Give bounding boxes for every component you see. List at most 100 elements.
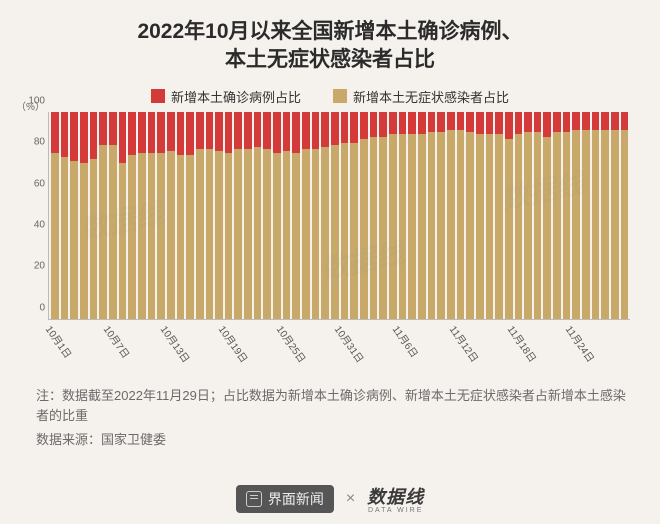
bar-segment-confirmed <box>302 112 310 149</box>
bar <box>621 112 629 319</box>
bar-segment-confirmed <box>138 112 146 153</box>
bar-segment-asymptomatic <box>543 137 551 319</box>
bar-segment-asymptomatic <box>408 134 416 318</box>
bar <box>263 112 271 319</box>
bar-segment-asymptomatic <box>119 163 127 318</box>
y-tick-label: 0 <box>19 302 45 313</box>
bar-segment-asymptomatic <box>572 130 580 318</box>
bar-segment-asymptomatic <box>167 151 175 319</box>
bar-segment-confirmed <box>99 112 107 145</box>
bar-segment-asymptomatic <box>138 153 146 319</box>
bar-segment-confirmed <box>399 112 407 135</box>
bar-segment-asymptomatic <box>447 130 455 318</box>
bar-segment-confirmed <box>534 112 542 133</box>
bar <box>283 112 291 319</box>
bar-segment-confirmed <box>167 112 175 151</box>
bar-segment-asymptomatic <box>61 157 69 318</box>
bar <box>476 112 484 319</box>
bar-segment-asymptomatic <box>476 134 484 318</box>
bar-segment-confirmed <box>283 112 291 151</box>
x-tick-label: 10月7日 <box>100 322 133 361</box>
bar-segment-confirmed <box>582 112 590 131</box>
bar-segment-confirmed <box>379 112 387 137</box>
bar <box>553 112 561 319</box>
bar-segment-confirmed <box>186 112 194 155</box>
x-tick-label: 11月18日 <box>505 322 541 365</box>
bar <box>321 112 329 319</box>
bar-segment-asymptomatic <box>186 155 194 319</box>
bar-segment-confirmed <box>515 112 523 135</box>
bar-segment-asymptomatic <box>51 153 59 319</box>
bar <box>408 112 416 319</box>
legend: 新增本土确诊病例占比 新增本土无症状感染者占比 <box>0 83 660 112</box>
bar-segment-confirmed <box>244 112 252 149</box>
bar-segment-asymptomatic <box>206 149 214 319</box>
bar <box>70 112 78 319</box>
bar-segment-confirmed <box>611 112 619 131</box>
bar-segment-confirmed <box>263 112 271 149</box>
bar-segment-confirmed <box>495 112 503 135</box>
bar <box>611 112 619 319</box>
bar-segment-asymptomatic <box>263 149 271 319</box>
bar-segment-asymptomatic <box>601 130 609 318</box>
bar <box>341 112 349 319</box>
bar-segment-asymptomatic <box>360 139 368 319</box>
bar-segment-asymptomatic <box>70 161 78 318</box>
bar <box>61 112 69 319</box>
bar-segment-asymptomatic <box>312 149 320 319</box>
bar <box>592 112 600 319</box>
bar <box>148 112 156 319</box>
bar-segment-confirmed <box>90 112 98 160</box>
brand-jiemian-icon <box>246 491 262 507</box>
bar-segment-asymptomatic <box>148 153 156 319</box>
bar <box>582 112 590 319</box>
bar-segment-confirmed <box>621 112 629 131</box>
legend-item-confirmed: 新增本土确诊病例占比 <box>151 87 301 106</box>
bar <box>543 112 551 319</box>
x-ticks: 10月1日10月7日10月13日10月19日10月25日10月31日11月6日1… <box>50 320 628 372</box>
bar-segment-confirmed <box>119 112 127 164</box>
bar-segment-asymptomatic <box>437 132 445 318</box>
bar-segment-asymptomatic <box>331 145 339 319</box>
bar <box>80 112 88 319</box>
chart-notes: 注：数据截至2022年11月29日；占比数据为新增本土确诊病例、新增本土无症状感… <box>0 372 660 450</box>
bar <box>370 112 378 319</box>
y-tick-label: 20 <box>19 261 45 272</box>
bar-segment-asymptomatic <box>534 132 542 318</box>
bar-segment-confirmed <box>457 112 465 131</box>
bar-segment-asymptomatic <box>196 149 204 319</box>
brand-jiemian-label: 界面新闻 <box>268 489 324 509</box>
bar-segment-confirmed <box>61 112 69 158</box>
bar-segment-confirmed <box>543 112 551 137</box>
bar-segment-confirmed <box>157 112 165 153</box>
bar <box>457 112 465 319</box>
bar <box>486 112 494 319</box>
brand-datawire-label: 数据线 <box>367 487 424 507</box>
bar-segment-confirmed <box>592 112 600 131</box>
plot-area: 020406080100 <box>48 112 630 320</box>
note-line2: 数据来源：国家卫健委 <box>36 430 630 450</box>
bar-segment-confirmed <box>80 112 88 164</box>
bar-segment-asymptomatic <box>457 130 465 318</box>
bar <box>360 112 368 319</box>
bar-segment-confirmed <box>51 112 59 153</box>
bar-segment-asymptomatic <box>428 132 436 318</box>
bar-segment-asymptomatic <box>302 149 310 319</box>
bar <box>601 112 609 319</box>
bar-segment-confirmed <box>148 112 156 153</box>
footer: 界面新闻 × 数据线 DATA WIRE <box>0 483 660 514</box>
bar <box>379 112 387 319</box>
bar-segment-confirmed <box>206 112 214 149</box>
bar-segment-confirmed <box>524 112 532 133</box>
bar-segment-asymptomatic <box>370 137 378 319</box>
brand-datawire: 数据线 DATA WIRE <box>367 483 424 514</box>
bar <box>128 112 136 319</box>
brand-jiemian: 界面新闻 <box>236 485 334 513</box>
bar <box>206 112 214 319</box>
bar-segment-confirmed <box>428 112 436 133</box>
bar <box>418 112 426 319</box>
bar <box>109 112 117 319</box>
legend-swatch-asymptomatic <box>333 89 347 103</box>
bar-segment-asymptomatic <box>292 153 300 319</box>
bar <box>312 112 320 319</box>
